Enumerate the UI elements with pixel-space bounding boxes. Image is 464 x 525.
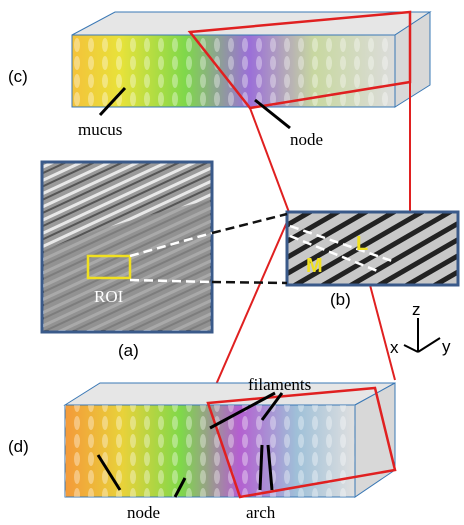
axes-glyph [404,318,440,352]
axis-label: z [412,300,421,319]
annotation: node [290,130,323,149]
axis-label: x [390,338,399,357]
panel-label: (d) [8,437,29,456]
annotation: arch [246,503,276,522]
panel-label: (b) [330,290,351,309]
annotation: mucus [78,120,122,139]
figure: (c) (a) (b) (d) mucus node ROI L M filam… [0,0,464,525]
annotation: ROI [94,287,124,306]
annotation: M [306,255,323,277]
panel-label: (c) [8,67,28,86]
axis-label: y [442,337,451,356]
volume-c [72,12,430,108]
annotation: filaments [248,375,311,394]
annotation: node [127,503,160,522]
panel-label: (a) [118,341,139,360]
annotation: L [356,233,368,255]
